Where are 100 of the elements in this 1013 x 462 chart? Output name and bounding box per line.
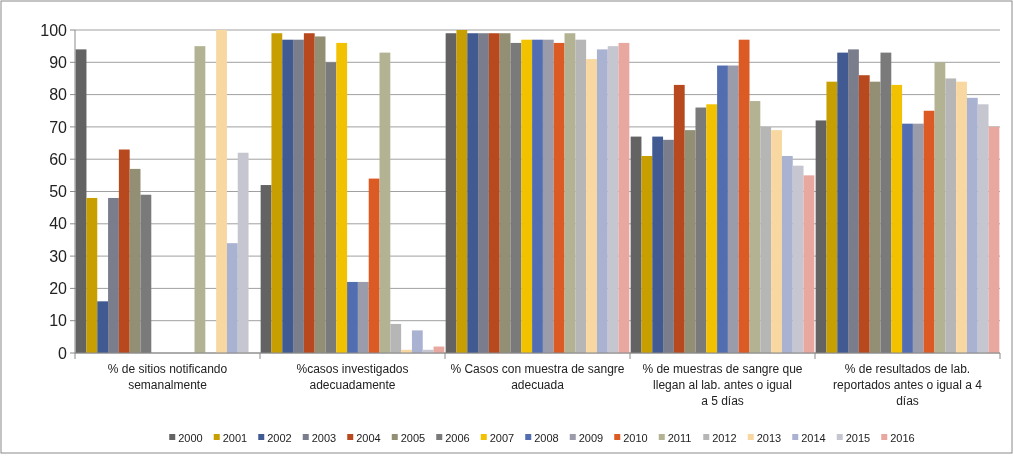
legend-label: 2010: [623, 431, 648, 444]
legend-label: 2013: [756, 431, 782, 444]
bar: [129, 168, 141, 353]
bar: [347, 281, 358, 353]
y-tick-label: 40: [49, 215, 68, 233]
bar: [140, 194, 152, 353]
bar: [912, 123, 924, 353]
bar: [706, 104, 718, 353]
x-tick-label: % de sitios notificando semanalmente: [107, 362, 228, 392]
bar: [760, 126, 772, 353]
bar: [815, 120, 827, 353]
legend-label: 2004: [356, 431, 381, 444]
bar: [97, 301, 109, 353]
bar: [749, 101, 761, 353]
y-tick-label: 50: [49, 183, 68, 201]
bar: [293, 39, 304, 353]
bar: [336, 42, 348, 353]
bar: [368, 178, 380, 353]
bar: [858, 75, 870, 353]
bar: [303, 33, 315, 353]
bar: [411, 330, 423, 353]
bar: [456, 30, 468, 353]
bar: [237, 152, 249, 353]
legend-label: 2009: [578, 431, 604, 444]
x-tick-label: %casos investigados adecuadamente: [296, 362, 409, 392]
legend-label: 2001: [222, 431, 248, 444]
bar: [630, 136, 642, 353]
bar: [652, 136, 664, 353]
legend-label: 2012: [712, 431, 737, 444]
legend-label: 2005: [400, 431, 426, 444]
y-tick-label: 0: [58, 344, 68, 362]
y-tick-label: 60: [49, 150, 68, 168]
bar: [357, 281, 369, 353]
bar: [325, 62, 337, 353]
bar: [282, 39, 294, 353]
bar: [607, 46, 619, 353]
bar: [891, 84, 903, 353]
bar: [966, 97, 978, 353]
bar: [75, 49, 87, 353]
bar: [934, 62, 946, 353]
bar: [717, 65, 728, 353]
bar: [837, 52, 849, 353]
bar: [510, 42, 522, 353]
x-tick-label: % de muestras de sangre que llegan al lab. antes o igual a 5 días: [642, 362, 803, 408]
bar: [271, 33, 283, 353]
bar: [803, 175, 815, 353]
bar: [738, 39, 750, 353]
x-tick-label: % Casos con muestra de sangre adecuada: [450, 362, 625, 392]
x-tick-label: % de resultados de lab. reportados antes o igual a 4 días: [833, 362, 983, 408]
bar: [445, 33, 457, 353]
bar: [226, 243, 238, 353]
bar: [771, 130, 782, 353]
bar: [86, 197, 98, 353]
bar: [902, 123, 913, 353]
bar: [956, 81, 967, 353]
bar: [488, 33, 500, 353]
bar: [792, 165, 804, 353]
bar: [586, 59, 597, 353]
bar: [314, 36, 326, 353]
bar: [695, 107, 707, 353]
legend-label: 2008: [534, 431, 559, 444]
bar: [848, 49, 859, 353]
bar: [596, 49, 608, 353]
y-tick-label: 80: [49, 86, 68, 104]
y-tick-label: 90: [49, 53, 68, 71]
bar: [108, 197, 119, 353]
legend-label: 2014: [801, 431, 826, 444]
bar: [532, 39, 543, 353]
bar: [564, 33, 576, 353]
bar: [945, 78, 957, 353]
bar: [194, 46, 206, 353]
legend-label: 2000: [178, 431, 203, 444]
bar: [663, 139, 674, 353]
bar: [390, 323, 402, 353]
bar: [379, 52, 391, 353]
bar: [826, 81, 838, 353]
legend-label: 2002: [267, 431, 292, 444]
bar: [118, 149, 130, 353]
bar: [988, 126, 1000, 353]
bar: [641, 155, 653, 353]
bar: [869, 81, 881, 353]
y-tick-label: 70: [49, 118, 68, 136]
bar: [977, 104, 989, 353]
bar: [216, 30, 227, 353]
bar: [727, 65, 739, 353]
bar: [923, 110, 935, 353]
bar: [673, 84, 685, 353]
bar: [575, 39, 587, 353]
bar: [781, 155, 793, 353]
y-tick-label: 30: [49, 247, 68, 265]
y-tick-label: 20: [49, 280, 68, 297]
legend-label: 2003: [311, 431, 337, 444]
bar: [618, 42, 630, 353]
y-tick-label: 10: [49, 312, 68, 330]
legend-label: 2015: [845, 431, 871, 444]
bar: [553, 42, 565, 353]
bar: [467, 33, 479, 353]
bar: [880, 52, 892, 353]
legend-label: 2011: [667, 431, 692, 444]
legend-label: 2007: [489, 431, 515, 444]
